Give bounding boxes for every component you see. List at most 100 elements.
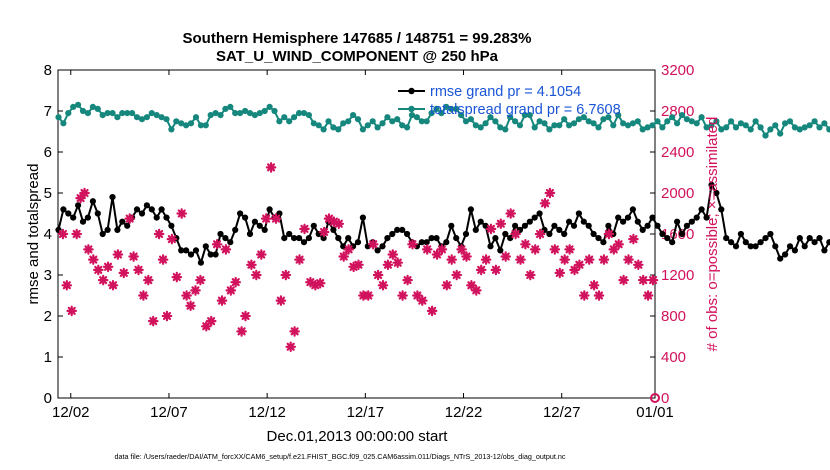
totalspread-point [148,110,155,117]
rmse-point [70,214,77,221]
totalspread-point [286,118,293,125]
obs-assimilated-point [118,267,130,279]
obs-assimilated-point [480,254,492,265]
totalspread-point [806,122,813,129]
obs-assimilated-point [569,264,580,276]
rmse-point [84,214,91,221]
obs-assimilated-point [216,295,228,306]
rmse-point [256,222,263,229]
obs-assimilated-point [402,274,413,286]
totalspread-point [649,122,656,129]
totalspread-point [732,124,740,131]
rmse-point [580,218,587,225]
rmse-point [585,222,592,229]
totalspread-point [202,122,209,129]
totalspread-point [742,122,749,129]
rmse-point [251,218,258,225]
y-right-tick-label: 2400 [661,144,694,161]
rmse-point [75,202,82,209]
totalspread-point [634,118,641,125]
totalspread-point [394,116,401,123]
obs-assimilated-point [598,254,610,265]
obs-assimilated-point [505,208,516,219]
obs-assimilated-point [328,216,340,227]
totalspread-point [271,107,278,115]
rmse-point [124,222,131,229]
rmse-point [114,226,121,233]
totalspread-point [570,120,578,127]
totalspread-point [703,124,710,131]
rmse-point [354,239,362,246]
rmse-point [148,206,155,213]
totalspread-point [330,124,337,131]
rmse-point [153,214,160,221]
totalspread-point [782,120,789,127]
rmse-point [678,230,686,238]
obs-assimilated-point [275,295,287,306]
rmse-point [624,214,632,221]
obs-assimilated-point [475,264,487,276]
totalspread-point [109,110,116,117]
obs-assimilated-point [112,249,124,260]
totalspread-point [364,122,371,129]
rmse-point [590,230,597,238]
totalspread-point [178,120,185,127]
rmse-point [237,210,244,217]
obs-assimilated-point [310,280,321,291]
legend-marker-totalspread [408,105,415,113]
rmse-point [394,226,401,233]
obs-assimilated-point [124,213,135,224]
totalspread-point [75,101,82,108]
totalspread-point [826,126,830,133]
rmse-point [168,222,175,229]
obs-assimilated-point [171,271,183,283]
rmse-point [806,235,813,242]
totalspread-point [389,118,396,125]
totalspread-point [674,120,681,127]
obs-assimilated-point [382,259,394,270]
totalspread-point [413,114,420,121]
obs-possible-point [650,393,660,403]
totalspread-point [453,105,460,112]
obs-assimilated-point [377,280,389,291]
totalspread-point [89,103,96,110]
obs-assimilated-point [446,254,457,265]
obs-assimilated-point [61,280,73,291]
totalspread-point [320,126,327,133]
totalspread-point [369,118,376,125]
totalspread-point [345,118,352,125]
obs-assimilated-point [205,315,217,327]
obs-assimilated-point [343,244,354,255]
totalspread-point [305,112,312,119]
rmse-point [605,222,612,229]
totalspread-point [477,124,484,131]
obs-assimilated-point [441,280,453,291]
totalspread-point [624,122,632,129]
totalspread-point [516,122,524,129]
totalspread-point [723,124,730,131]
x-tick-label: 01/01 [636,404,674,421]
rmse-point [242,214,249,221]
totalspread-point [119,110,126,117]
rmse-point [786,243,794,250]
rmse-point [286,230,293,238]
obs-assimilated-point [251,269,262,281]
rmse-point [767,230,774,238]
obs-assimilated-point [190,285,201,296]
obs-assimilated-point [490,264,502,276]
totalspread-point [197,122,204,129]
totalspread-point [467,116,474,123]
y-left-tick-label: 5 [44,185,52,202]
rmse-point [482,222,489,229]
rmse-point [639,226,646,233]
totalspread-point [688,118,695,125]
rmse-point [654,222,661,229]
obs-assimilated-point [333,218,345,229]
y-axis-right-label: # of obs: o=possible; ×=assimilated [704,117,721,352]
totalspread-point [737,120,745,127]
rmse-point [497,247,504,254]
totalspread-point [487,114,494,121]
obs-assimilated-point [392,257,403,268]
rmse-point [777,255,784,262]
totalspread-point [99,112,106,119]
